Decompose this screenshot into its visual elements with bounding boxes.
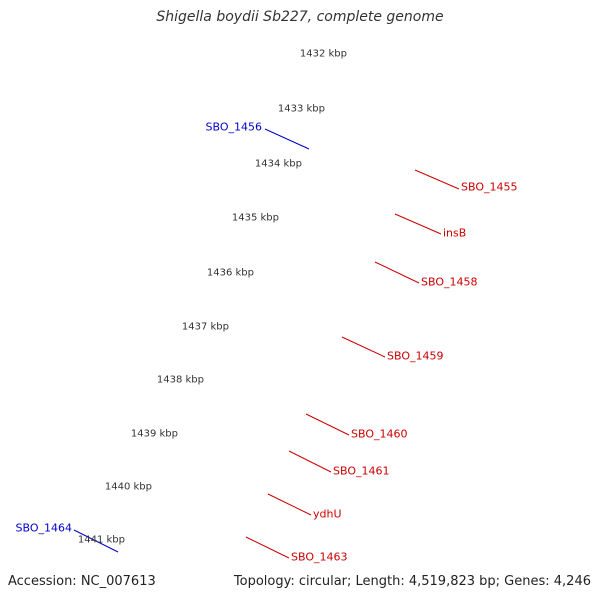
gene-label-sbo-1456[interactable]: SBO_1456 <box>205 120 263 134</box>
gene-label-sbo-1464[interactable]: SBO_1464 <box>15 521 73 535</box>
gene-label-sbo-1459[interactable]: SBO_1459 <box>387 349 444 363</box>
tick-label-1432: 1432 kbp <box>299 48 347 60</box>
tick-label-1440: 1440 kbp <box>104 481 152 493</box>
gene-label-sbo-1460[interactable]: SBO_1460 <box>351 427 408 441</box>
leader-sbo-1463 <box>245 536 290 559</box>
gene-label-insb[interactable]: insB <box>443 226 467 240</box>
leader-sbo-1456 <box>264 128 310 150</box>
leader-sbo-1464 <box>73 529 119 553</box>
leader-sbo-1461 <box>288 450 332 473</box>
tick-label-1436: 1436 kbp <box>206 267 254 279</box>
gene-label-sbo-1458[interactable]: SBO_1458 <box>421 275 478 289</box>
leader-insb <box>394 213 442 235</box>
leader-ydhu <box>267 493 312 516</box>
topology-info: Topology: circular; Length: 4,519,823 bp… <box>233 574 591 589</box>
gene-label-sbo-1455[interactable]: SBO_1455 <box>461 180 518 194</box>
tick-label-1438: 1438 kbp <box>156 374 204 386</box>
leader-sbo-1458 <box>374 261 420 284</box>
leader-sbo-1460 <box>305 413 350 436</box>
gene-label-sbo-1461[interactable]: SBO_1461 <box>333 464 390 478</box>
tick-label-1435: 1435 kbp <box>231 212 279 224</box>
leader-sbo-1459 <box>341 336 386 358</box>
tick-label-1437: 1437 kbp <box>181 321 229 333</box>
tick-label-1433: 1433 kbp <box>277 103 325 115</box>
gene-label-sbo-1463[interactable]: SBO_1463 <box>291 550 348 564</box>
tick-label-1439: 1439 kbp <box>130 428 178 440</box>
tick-label-1434: 1434 kbp <box>254 158 302 170</box>
accession-text: Accession: NC_007613 <box>8 574 156 589</box>
leader-sbo-1455 <box>414 169 460 190</box>
gene-label-ydhu[interactable]: ydhU <box>313 507 342 521</box>
tick-label-1441: 1441 kbp <box>77 534 125 546</box>
genome-title: Shigella boydii Sb227, complete genome <box>156 9 444 25</box>
